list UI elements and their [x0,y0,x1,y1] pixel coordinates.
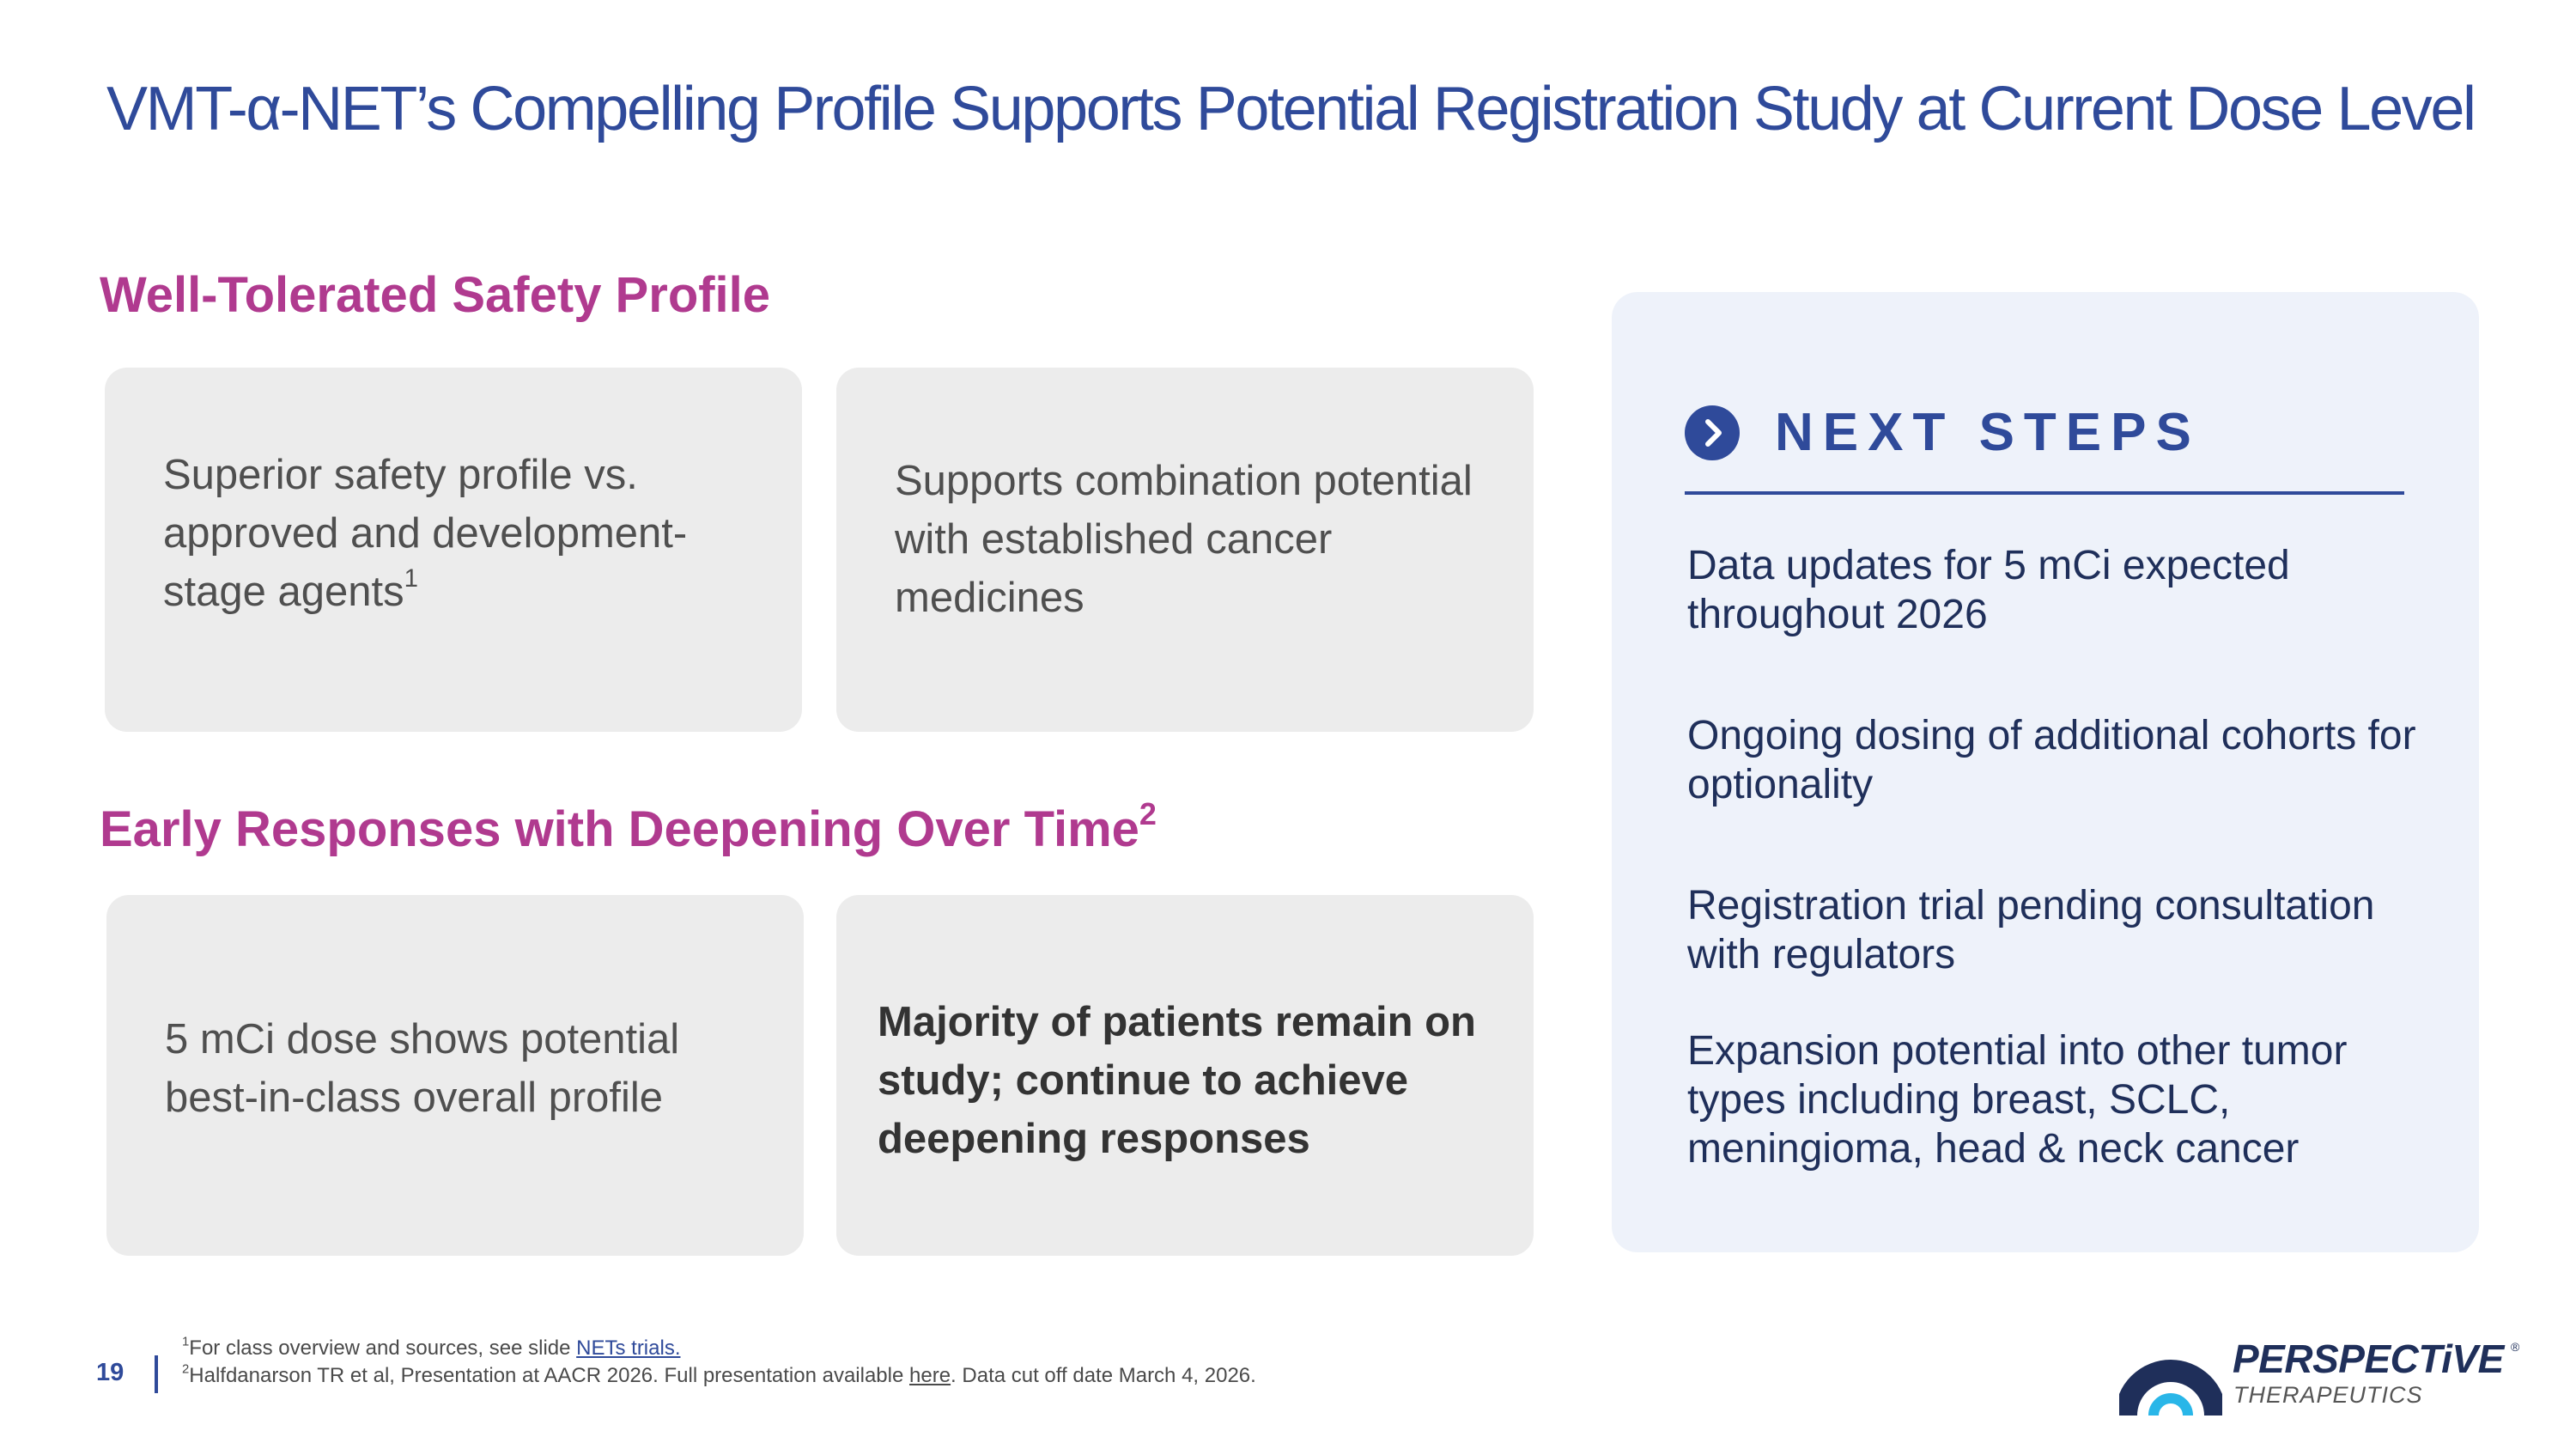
footnotes: 1For class overview and sources, see sli… [182,1335,1256,1390]
logo-wordmark: PERSPECTiVE [2233,1336,2504,1381]
logo-registered-mark: ® [2511,1340,2520,1354]
next-step-item: Ongoing dosing of additional cohorts for… [1687,713,2416,807]
logo-subtitle: THERAPEUTICS [2233,1382,2423,1408]
safety-card-combination: Supports combination potential with esta… [836,368,1534,732]
safety-heading-text: Well-Tolerated Safety Profile [100,267,771,323]
next-steps-divider [1685,491,2404,495]
safety-card-superior-text: Superior safety profile vs. approved and… [163,452,688,615]
safety-heading: Well-Tolerated Safety Profile [100,266,770,324]
page-number: 19 [96,1359,125,1386]
safety-card-combination-text: Supports combination potential with esta… [895,458,1473,621]
next-step-item: Registration trial pending consultation … [1687,883,2375,977]
next-step-item: Data updates for 5 mCi expected througho… [1687,543,2290,637]
footer-divider [155,1355,158,1393]
footnote-2: 2Halfdanarson TR et al, Presentation at … [182,1362,1256,1387]
responses-card-majority: Majority of patients remain on study; co… [836,895,1534,1256]
responses-card-majority-text: Majority of patients remain on study; co… [878,999,1476,1162]
nets-trials-link[interactable]: NETs trials. [576,1336,681,1360]
perspective-arc-logo-icon [2115,1326,2227,1425]
presentation-here-link[interactable]: here [909,1364,951,1387]
next-steps-panel: NEXT STEPS Data updates for 5 mCi expect… [1612,292,2479,1252]
footnote-ref-2: 2 [1139,795,1157,831]
responses-card-dose: 5 mCi dose shows potential best-in-class… [106,895,804,1256]
chevron-right-circle-icon [1685,405,1740,460]
responses-card-dose-text: 5 mCi dose shows potential best-in-class… [165,1016,680,1121]
footnote-1: 1For class overview and sources, see sli… [182,1335,681,1360]
slide-title: VMT-α-NET’s Compelling Profile Supports … [106,75,2476,143]
responses-heading: Early Responses with Deepening Over Time… [100,798,1157,858]
next-steps-title: NEXT STEPS [1775,403,2201,462]
responses-heading-text: Early Responses with Deepening Over Time [100,801,1139,857]
safety-card-superior: Superior safety profile vs. approved and… [105,368,802,732]
next-step-item: Expansion potential into other tumor typ… [1687,1028,2348,1172]
footnote-ref-1: 1 [404,563,418,593]
